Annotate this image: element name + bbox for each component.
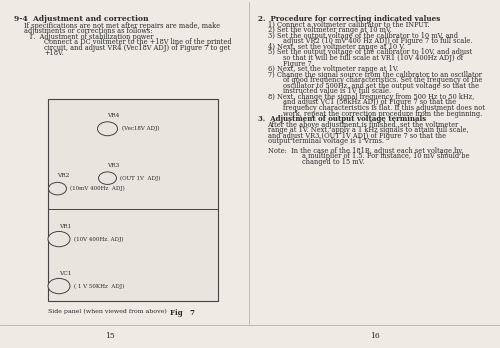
Text: a multiplier of 1.5. For instance, 10 mV should be: a multiplier of 1.5. For instance, 10 mV… — [302, 152, 470, 160]
Text: and adjust VC1 (50kHz ADJ) of Figure 7 so that the: and adjust VC1 (50kHz ADJ) of Figure 7 s… — [282, 98, 456, 106]
Text: 15: 15 — [105, 332, 115, 340]
Text: ( 1 V 50KHz  ADJ): ( 1 V 50KHz ADJ) — [74, 283, 124, 289]
Text: VR2: VR2 — [58, 173, 70, 178]
Text: VR3: VR3 — [108, 163, 120, 168]
Text: 1) Connect a voltmeter calibrator to the INPUT.: 1) Connect a voltmeter calibrator to the… — [268, 21, 429, 29]
Text: output terminal voltage is 1 Vrms.: output terminal voltage is 1 Vrms. — [268, 137, 384, 145]
Text: oscillator to 500Hz, and set the output voltage so that the: oscillator to 500Hz, and set the output … — [282, 82, 478, 90]
Text: frequency characteristics is flat. If this adjustment does not: frequency characteristics is flat. If th… — [282, 104, 484, 112]
Text: 9-4  Adjustment and correction: 9-4 Adjustment and correction — [14, 15, 148, 23]
Text: VR4: VR4 — [108, 113, 120, 118]
Text: Fig   7: Fig 7 — [170, 309, 195, 317]
Bar — [48, 99, 217, 301]
Text: VC1: VC1 — [59, 271, 72, 276]
Text: +18V.: +18V. — [44, 49, 64, 57]
Text: 5) Set the output voltage of the calibrator to 10V, and adjust: 5) Set the output voltage of the calibra… — [268, 48, 472, 56]
Text: 2) Set the voltmeter range at 10 mV.: 2) Set the voltmeter range at 10 mV. — [268, 26, 391, 34]
Text: 3) Set the output voltage of the calibrator to 10 mV, and: 3) Set the output voltage of the calibra… — [268, 32, 458, 40]
Text: 2.  Procedure for correcting indicated values: 2. Procedure for correcting indicated va… — [258, 15, 440, 23]
Circle shape — [98, 122, 117, 136]
Text: adjust VR2 (10 mV 400 Hz ADJ) of Figure 7 to full scale.: adjust VR2 (10 mV 400 Hz ADJ) of Figure … — [282, 37, 472, 45]
Circle shape — [48, 278, 70, 294]
Circle shape — [48, 182, 66, 195]
Text: (10mV 400Hz  ADJ): (10mV 400Hz ADJ) — [70, 186, 125, 191]
Text: 4) Next, set the voltmeter range at 10 V.: 4) Next, set the voltmeter range at 10 V… — [268, 43, 404, 51]
Text: work, repeat the correction procedure from the beginning.: work, repeat the correction procedure fr… — [282, 110, 482, 118]
Text: of good frequency characteristics. Set the frequency of the: of good frequency characteristics. Set t… — [282, 76, 482, 84]
Text: (10V 400Hz. ADJ): (10V 400Hz. ADJ) — [74, 236, 124, 242]
Text: If specifications are not met after repairs are made, make: If specifications are not met after repa… — [24, 22, 220, 30]
Text: 6) Next, set the voltmeter range at 1V.: 6) Next, set the voltmeter range at 1V. — [268, 65, 398, 73]
Text: Side panel (when viewed from above): Side panel (when viewed from above) — [48, 309, 166, 314]
Circle shape — [48, 231, 70, 247]
Text: and adjust VR3 (OUT 1V ADJ) of Figure 7 so that the: and adjust VR3 (OUT 1V ADJ) of Figure 7 … — [268, 132, 446, 140]
Text: adjustments or corrections as follows:: adjustments or corrections as follows: — [24, 27, 152, 35]
Text: Connect a DC voltmeter to the +18V line of the printed: Connect a DC voltmeter to the +18V line … — [44, 38, 232, 46]
Text: 8) Next, change the signal frequency from 500 Hz to 50 kHz,: 8) Next, change the signal frequency fro… — [268, 93, 474, 101]
Text: (Vec18V ADJ): (Vec18V ADJ) — [122, 126, 159, 132]
Text: so that it will be full scale at VR1 (10V 400Hz ADJ) of: so that it will be full scale at VR1 (10… — [282, 54, 463, 62]
Text: circuit, and adjust VR4 (Vec18V ADJ) of Figure 7 to get: circuit, and adjust VR4 (Vec18V ADJ) of … — [44, 44, 230, 52]
Text: 1.  Adjustment of stabilization power: 1. Adjustment of stabilization power — [29, 33, 154, 41]
Text: 16: 16 — [370, 332, 380, 340]
Text: After the above adjustment is finished, set the voltmeter: After the above adjustment is finished, … — [268, 121, 459, 129]
Text: 3.  Adjustment of output voltage terminals: 3. Adjustment of output voltage terminal… — [258, 115, 426, 123]
Text: 7) Change the signal source from the calibrator to an oscillator: 7) Change the signal source from the cal… — [268, 71, 482, 79]
Text: (OUT 1V  ADJ): (OUT 1V ADJ) — [120, 175, 161, 181]
Text: Figure 7.: Figure 7. — [282, 60, 314, 68]
Text: Note:  In the case of the 181B, adjust each set voltage by: Note: In the case of the 181B, adjust ea… — [268, 147, 462, 155]
Text: VR1: VR1 — [59, 224, 72, 229]
Circle shape — [98, 172, 116, 184]
Text: changed to 15 mV.: changed to 15 mV. — [302, 158, 365, 166]
Text: instructed value is 1V full scale.: instructed value is 1V full scale. — [282, 87, 391, 95]
Text: range at 1V. Next, apply a 1 kHz signals to attain full scale,: range at 1V. Next, apply a 1 kHz signals… — [268, 126, 468, 134]
